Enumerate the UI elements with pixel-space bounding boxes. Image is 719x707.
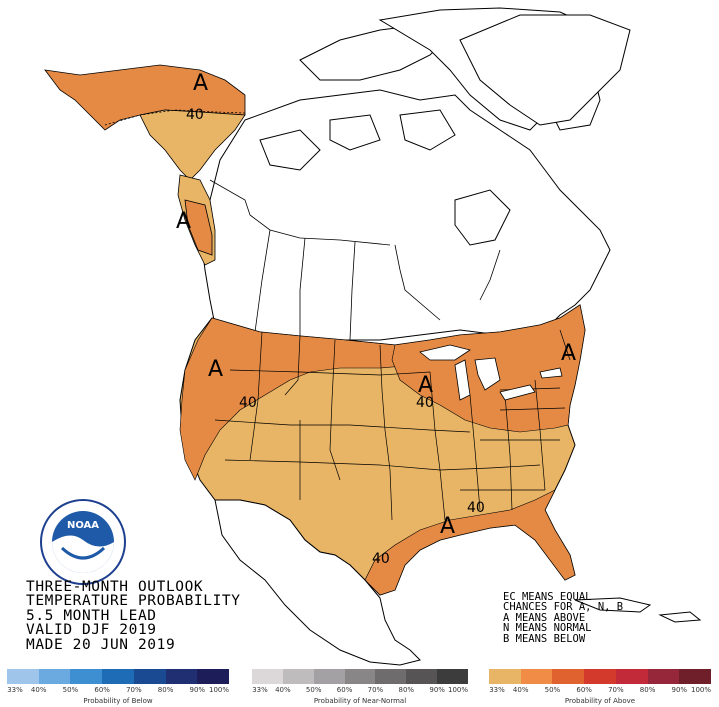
greenland	[459, 14, 631, 126]
mexico-outline	[214, 499, 702, 666]
scale-below	[7, 669, 229, 684]
scale-above-tick: 70%	[608, 686, 624, 694]
legend-line-1: EC MEANS EQUAL	[503, 591, 592, 603]
province-lines	[209, 179, 501, 341]
scale-above-tick: 60%	[576, 686, 592, 694]
scale-above	[489, 669, 711, 684]
alaska-40-contour	[104, 109, 246, 126]
scale-below-tick: 90%	[189, 686, 206, 694]
scale-normal-tick: 33%	[252, 686, 268, 694]
scale-normal-tick: 60%	[336, 686, 353, 694]
outlook-title: THREE-MONTH OUTLOOK TEMPERATURE PROBABILI…	[26, 579, 241, 653]
scale-normal-swatch	[282, 669, 314, 684]
noaa-logo-text: NOAA	[67, 520, 99, 531]
legend-line-5: B MEANS BELOW	[503, 632, 586, 645]
scale-normal-tick: 70%	[367, 686, 384, 694]
noaa-logo: NOAA	[40, 499, 126, 585]
caption-normal: Probability of Near-Normal	[313, 697, 407, 705]
ticks-normal: 33% 40% 50% 60% 70% 80% 90% 100%	[252, 686, 468, 696]
scale-above-tick: 80%	[639, 686, 656, 694]
scale-above-swatch	[520, 669, 553, 684]
scale-below-tick: 33%	[7, 686, 23, 694]
scale-below-tick: 100%	[208, 686, 230, 694]
scale-below-swatch	[70, 669, 103, 684]
scale-normal-swatch	[375, 669, 407, 684]
title-line-3: 5.5 MONTH LEAD	[26, 607, 157, 624]
scale-below-tick: 80%	[157, 686, 174, 694]
south-40-label: 40	[467, 500, 485, 516]
scale-above-tick: 100%	[690, 686, 712, 694]
scale-below-swatch	[102, 669, 134, 684]
west-40-label: 40	[239, 395, 257, 411]
scale-above-tick: 33%	[489, 686, 505, 694]
alaska-a-label: A	[193, 71, 208, 96]
northeast-a-label: A	[561, 341, 576, 366]
scale-above-tick: 90%	[671, 686, 688, 694]
west-a-label: A	[208, 357, 223, 382]
scale-below-tick: 70%	[126, 686, 142, 694]
caption-above: Probability of Above	[564, 697, 636, 705]
scale-above-swatch	[552, 669, 585, 684]
legend-line-4: N MEANS NORMAL	[503, 622, 592, 635]
scale-below-swatch	[165, 669, 198, 684]
scale-normal-swatch	[406, 669, 438, 684]
scale-below-swatch	[197, 669, 229, 684]
scale-above-swatch	[584, 669, 616, 684]
legend-line-3: A MEANS ABOVE	[503, 611, 586, 624]
south-a-label: A	[440, 514, 455, 539]
scale-above-swatch	[679, 669, 711, 684]
scale-below-tick: 60%	[94, 686, 110, 694]
title-line-4: VALID DJF 2019	[26, 622, 157, 639]
ticks-below: 33% 40% 50% 60% 70% 80% 90% 100%	[7, 686, 229, 696]
scale-normal-tick: 40%	[275, 686, 291, 694]
scale-above-tick: 50%	[544, 686, 561, 694]
scale-normal-tick: 90%	[429, 686, 445, 694]
scale-below-tick: 50%	[62, 686, 79, 694]
scale-above-tick: 40%	[512, 686, 529, 694]
west-above-band	[179, 317, 431, 481]
scale-above-swatch	[489, 669, 521, 684]
scale-normal-tick: 80%	[398, 686, 415, 694]
scale-normal-tick: 100%	[447, 686, 469, 694]
state-lines	[214, 329, 571, 521]
midwest-a-label: A	[418, 373, 433, 398]
title-line-5: MADE 20 JUN 2019	[26, 636, 176, 653]
scale-normal-swatch	[437, 669, 468, 684]
legend-line-2: CHANCES FOR A, N, B	[503, 601, 624, 614]
title-line-1: THREE-MONTH OUTLOOK	[26, 579, 204, 595]
scale-normal-swatch	[313, 669, 345, 684]
scale-below-swatch	[7, 669, 39, 684]
caption-below: Probability of Below	[83, 697, 153, 705]
ticks-above: 33% 40% 50% 60% 70% 80% 90% 100%	[489, 686, 711, 696]
scale-normal	[252, 669, 468, 684]
scale-below-swatch	[38, 669, 71, 684]
scale-normal-tick: 50%	[305, 686, 322, 694]
se-alaska-a-label: A	[176, 209, 191, 234]
scale-normal-swatch	[252, 669, 283, 684]
scale-below-swatch	[133, 669, 166, 684]
great-lakes	[419, 344, 563, 401]
midwest-40-label: 40	[416, 395, 434, 411]
scale-above-swatch	[615, 669, 648, 684]
gulf-40-label: 40	[372, 551, 390, 567]
scale-above-swatch	[647, 669, 680, 684]
alaska-region	[44, 64, 246, 266]
scale-normal-swatch	[344, 669, 376, 684]
map-labels: A 40 A A 40 A 40 A A 40 40	[176, 71, 576, 567]
south-above-band	[364, 489, 576, 596]
scale-below-tick: 40%	[30, 686, 47, 694]
alaska-40-label: 40	[186, 107, 204, 123]
title-line-2: TEMPERATURE PROBABILITY	[26, 593, 241, 610]
